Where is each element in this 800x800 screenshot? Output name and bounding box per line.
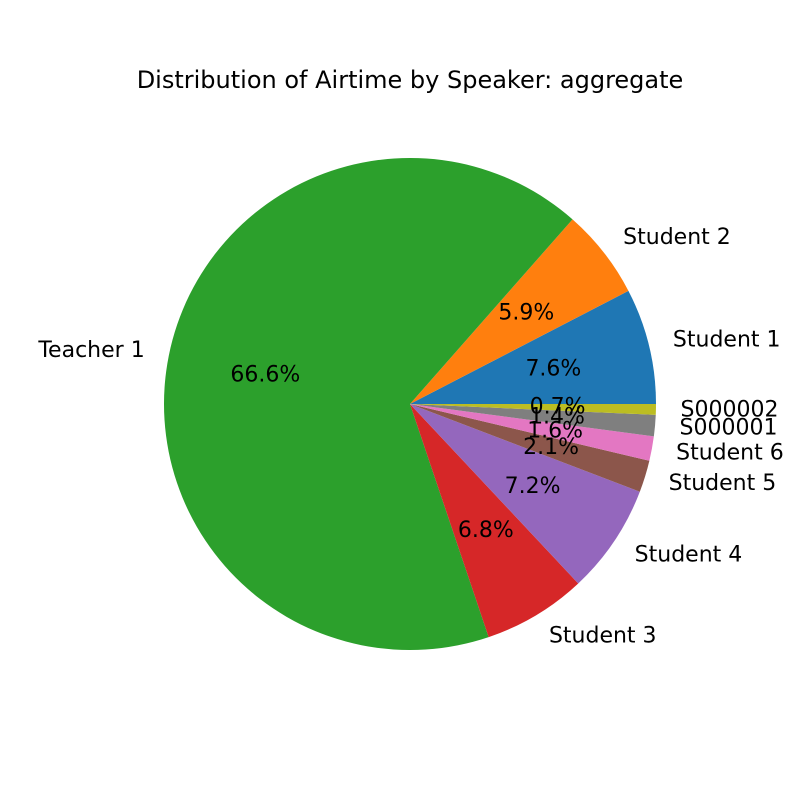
pct-label-student-3: 6.8% [458,518,514,543]
slices-layer [164,158,656,651]
labels-layer: Student 1 7.6% Student 2 5.9% Teacher 1 66.6%… [37,225,783,649]
pie-slice-student-6 [410,404,654,461]
pct-label-student-4: 7.2% [505,474,561,499]
pie-slice-s000001 [410,404,656,437]
slice-label-student-2: Student 2 [623,225,731,250]
pie-slice-student-4 [410,404,640,584]
slice-label-student-1: Student 1 [673,327,781,352]
pct-label-student-6: 1.6% [527,418,583,443]
pct-label-teacher-1: 66.6% [230,362,300,387]
slice-label-student-5: Student 5 [669,471,777,496]
pct-label-s000001: 1.4% [529,404,585,429]
slice-label-teacher-1: Teacher 1 [37,338,144,363]
slice-label-s000002: S000002 [681,397,779,422]
pie-slice-student-5 [410,404,650,492]
pie-slice-student-3 [410,404,579,638]
pie-slice-s000002 [410,404,656,415]
pie-slice-teacher-1 [164,158,573,651]
pie-slice-student-1 [410,290,656,404]
pct-label-s000002: 0.7% [530,395,586,420]
slice-label-student-6: Student 6 [676,441,784,466]
pie-slice-student-2 [410,219,629,404]
pct-label-student-1: 7.6% [525,357,581,382]
pct-label-student-5: 2.1% [523,435,579,460]
pct-label-student-2: 5.9% [498,301,554,326]
slice-label-student-3: Student 3 [549,624,657,649]
slice-label-s000001: S000001 [680,415,778,440]
slice-label-student-4: Student 4 [635,542,743,567]
chart-title: Distribution of Airtime by Speaker: aggr… [137,66,684,94]
